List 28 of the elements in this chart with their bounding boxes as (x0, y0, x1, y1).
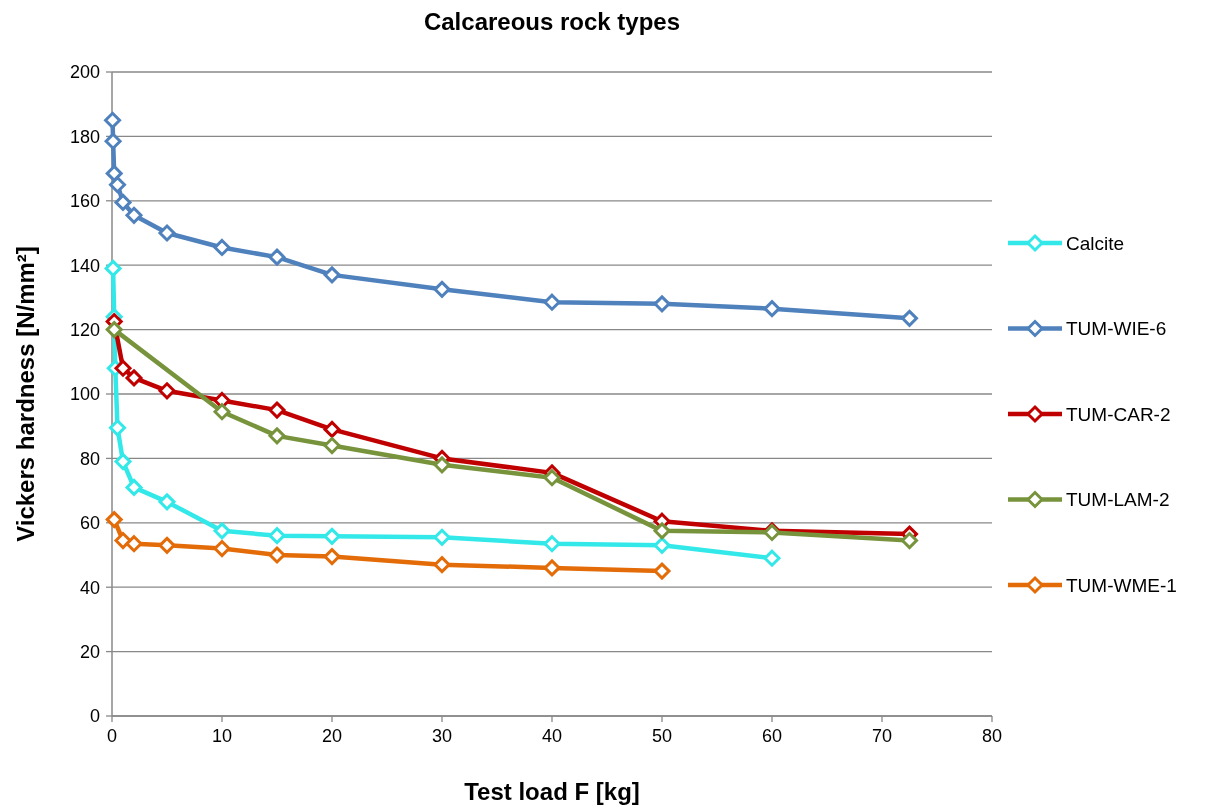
y-tick-label: 180 (69, 126, 100, 147)
chart-title: Calcareous rock types (423, 8, 681, 35)
legend-label: TUM-CAR-2 (1066, 403, 1171, 425)
x-tick-label: 50 (651, 726, 673, 746)
x-tick-label: 40 (541, 726, 563, 746)
y-tick-label: 80 (79, 448, 100, 469)
x-tick-label: 20 (321, 726, 343, 746)
y-tick-label: 100 (69, 384, 100, 405)
y-tick-label: 200 (69, 62, 100, 83)
y-tick-label: 40 (79, 577, 100, 598)
legend-label: Calcite (1066, 232, 1125, 254)
x-tick-label: 60 (761, 726, 783, 746)
x-tick-label: 70 (871, 726, 893, 746)
legend-label: TUM-LAM-2 (1066, 489, 1170, 511)
x-tick-label: 80 (981, 726, 1003, 746)
y-tick-label: 140 (69, 255, 100, 276)
y-tick-label: 0 (89, 706, 100, 727)
y-tick-label: 160 (69, 191, 100, 212)
x-tick-label: 30 (431, 726, 453, 746)
y-axis-title: Vickers hardness [N/mm²] (12, 246, 39, 542)
y-tick-label: 20 (79, 641, 100, 662)
legend-label: TUM-WIE-6 (1066, 318, 1167, 340)
x-tick-label: 10 (211, 726, 233, 746)
y-tick-label: 60 (79, 513, 100, 534)
x-tick-label: 0 (106, 726, 118, 746)
legend-label: TUM-WME-1 (1066, 574, 1177, 596)
x-axis-title: Test load F [kg] (464, 778, 640, 805)
y-tick-label: 120 (69, 319, 100, 340)
